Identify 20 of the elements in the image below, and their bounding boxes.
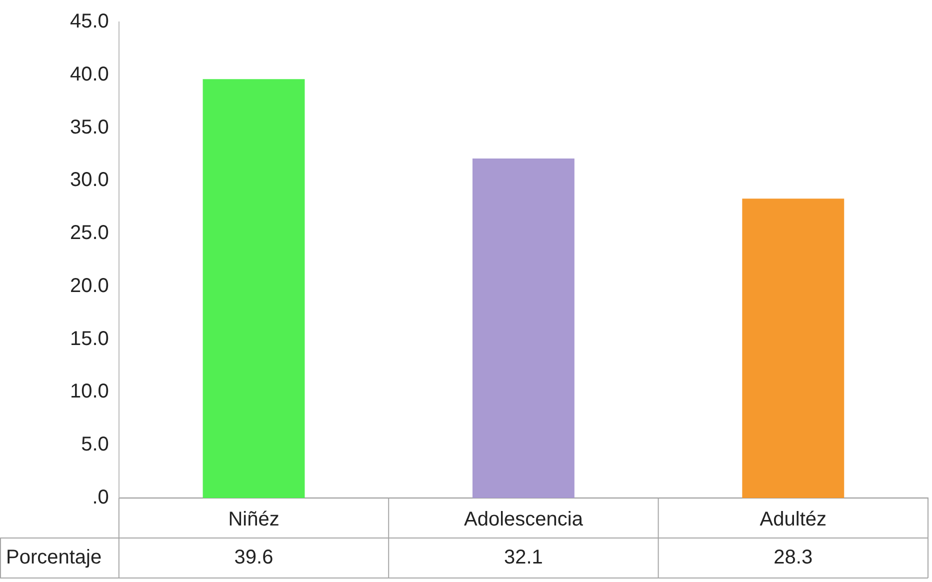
data-label: 39.6	[234, 546, 274, 569]
bar	[202, 79, 305, 498]
y-tick-label: 10.0	[70, 380, 109, 403]
y-tick-label: 40.0	[70, 63, 109, 86]
text: Porcentaje	[6, 546, 102, 569]
y-tick-label: 15.0	[70, 328, 109, 350]
y-tick-label: 5.0	[81, 434, 109, 456]
data-label: 28.3	[774, 546, 813, 569]
bar	[742, 198, 844, 498]
y-tick-label: .0	[92, 486, 109, 509]
y-tick-label: 30.0	[70, 169, 109, 192]
bar	[472, 158, 574, 498]
y-tick-label: 35.0	[70, 116, 109, 138]
x-tick-label: Niñéz	[228, 508, 280, 531]
x-tick-label: Adolescencia	[464, 508, 584, 531]
x-tick-label: Adultéz	[760, 508, 827, 531]
data-label: 32.1	[504, 546, 543, 569]
y-tick-label: 25.0	[70, 222, 109, 244]
y-tick-label: 20.0	[70, 274, 109, 297]
y-tick-label: 45.0	[70, 10, 109, 33]
